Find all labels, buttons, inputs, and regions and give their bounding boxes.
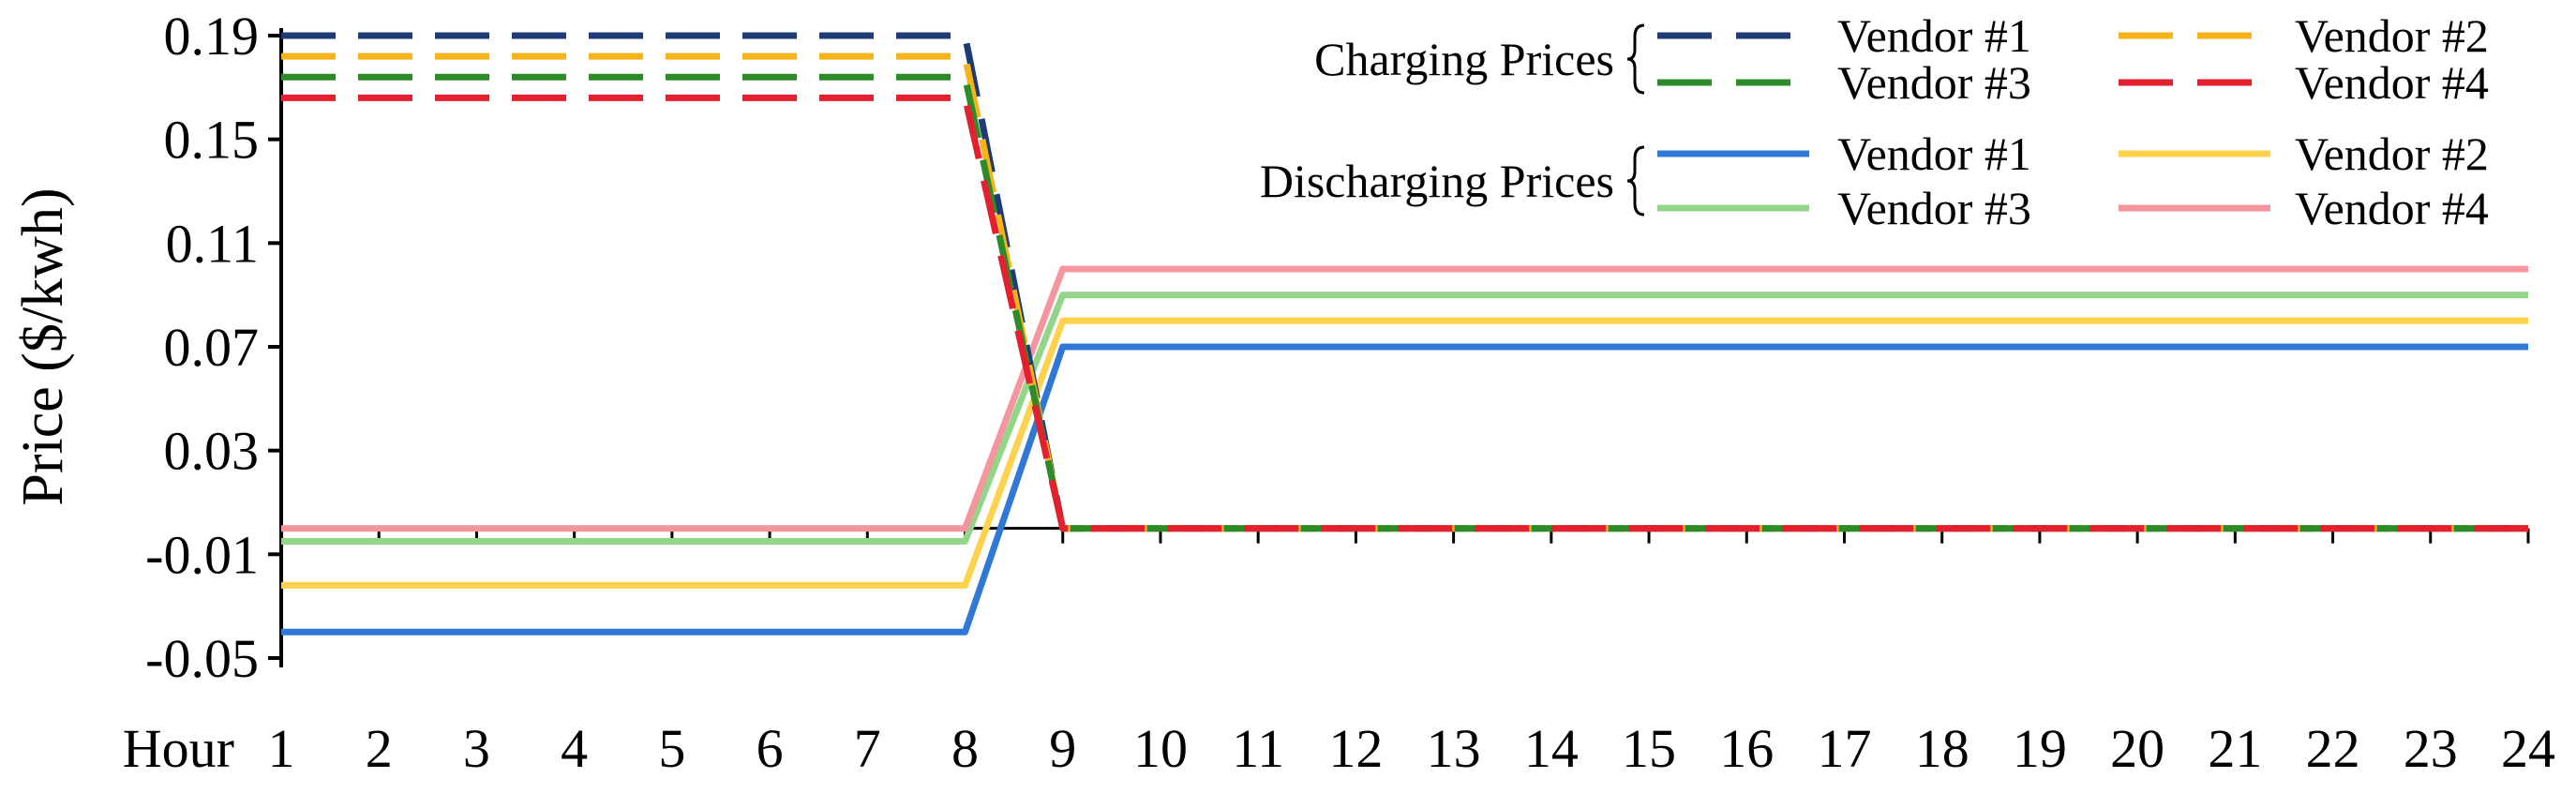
x-tick-label: 4 bbox=[561, 718, 588, 779]
discharging-series-vendor-4 bbox=[281, 265, 2528, 532]
y-axis-label: Price ($/kwh) bbox=[11, 187, 75, 505]
legend-entry: Vendor #1 bbox=[1837, 9, 2031, 62]
y-tick-label: 0.11 bbox=[166, 213, 259, 274]
x-tick-label: 1 bbox=[268, 718, 295, 779]
discharging-series-vendor-1 bbox=[281, 343, 2528, 636]
legend-group-label: Charging Prices bbox=[1314, 33, 1614, 85]
charging-series-vendor-1 bbox=[281, 32, 2528, 532]
x-tick-label: 13 bbox=[1427, 718, 1481, 779]
x-tick-label: 5 bbox=[658, 718, 685, 779]
x-tick-label: 11 bbox=[1232, 718, 1284, 779]
y-tick-label: 0.07 bbox=[164, 317, 260, 378]
y-tick-label: -0.01 bbox=[145, 524, 259, 585]
y-tick-label: -0.05 bbox=[145, 628, 259, 689]
x-tick-label: 20 bbox=[2110, 718, 2164, 779]
legend-entry: Vendor #3 bbox=[1837, 56, 2031, 109]
x-tick-label: 14 bbox=[1524, 718, 1579, 779]
legend-entry: Vendor #3 bbox=[1837, 182, 2031, 234]
x-tick-label: 12 bbox=[1328, 718, 1383, 779]
x-tick-label: 22 bbox=[2306, 718, 2360, 779]
x-tick-label: 24 bbox=[2501, 718, 2555, 779]
x-axis-label: Hour bbox=[123, 718, 234, 779]
x-tick-label: 19 bbox=[2013, 718, 2067, 779]
legend-brace bbox=[1626, 145, 1645, 217]
plot-area bbox=[281, 32, 2528, 636]
y-tick-label: 0.15 bbox=[164, 110, 260, 171]
y-tick-label: 0.19 bbox=[164, 6, 260, 67]
x-tick-label: 2 bbox=[366, 718, 393, 779]
charging-series-vendor-3 bbox=[281, 73, 2528, 532]
discharging-series-vendor-3 bbox=[281, 292, 2528, 545]
x-tick-label: 18 bbox=[1915, 718, 1969, 779]
x-tick-label: 10 bbox=[1133, 718, 1188, 779]
x-tick-label: 3 bbox=[463, 718, 490, 779]
axes: -0.05-0.010.030.070.110.150.191 2 3 4 5 6 7 8 9 1… bbox=[11, 6, 2555, 779]
x-tick-label: 16 bbox=[1719, 718, 1774, 779]
y-tick-label: 0.03 bbox=[164, 421, 260, 482]
x-tick-label: 17 bbox=[1817, 718, 1871, 779]
x-tick-label: 6 bbox=[756, 718, 784, 779]
legend-entry: Vendor #1 bbox=[1837, 127, 2031, 180]
x-tick-label: 15 bbox=[1622, 718, 1676, 779]
legend-brace bbox=[1626, 23, 1645, 95]
legend-entry: Vendor #2 bbox=[2295, 127, 2489, 180]
discharging-series-vendor-2 bbox=[281, 317, 2528, 589]
x-tick-label: 7 bbox=[854, 718, 881, 779]
x-tick-label: 21 bbox=[2208, 718, 2262, 779]
legend-entry: Vendor #4 bbox=[2295, 182, 2489, 234]
x-tick-label: 23 bbox=[2404, 718, 2458, 779]
x-tick-label: 8 bbox=[951, 718, 979, 779]
legend-entry: Vendor #4 bbox=[2295, 56, 2489, 109]
legend-entry: Vendor #2 bbox=[2295, 9, 2489, 62]
charging-series-vendor-4 bbox=[281, 94, 2528, 532]
x-tick-label: 9 bbox=[1049, 718, 1076, 779]
legend-group-label: Discharging Prices bbox=[1260, 155, 1614, 207]
